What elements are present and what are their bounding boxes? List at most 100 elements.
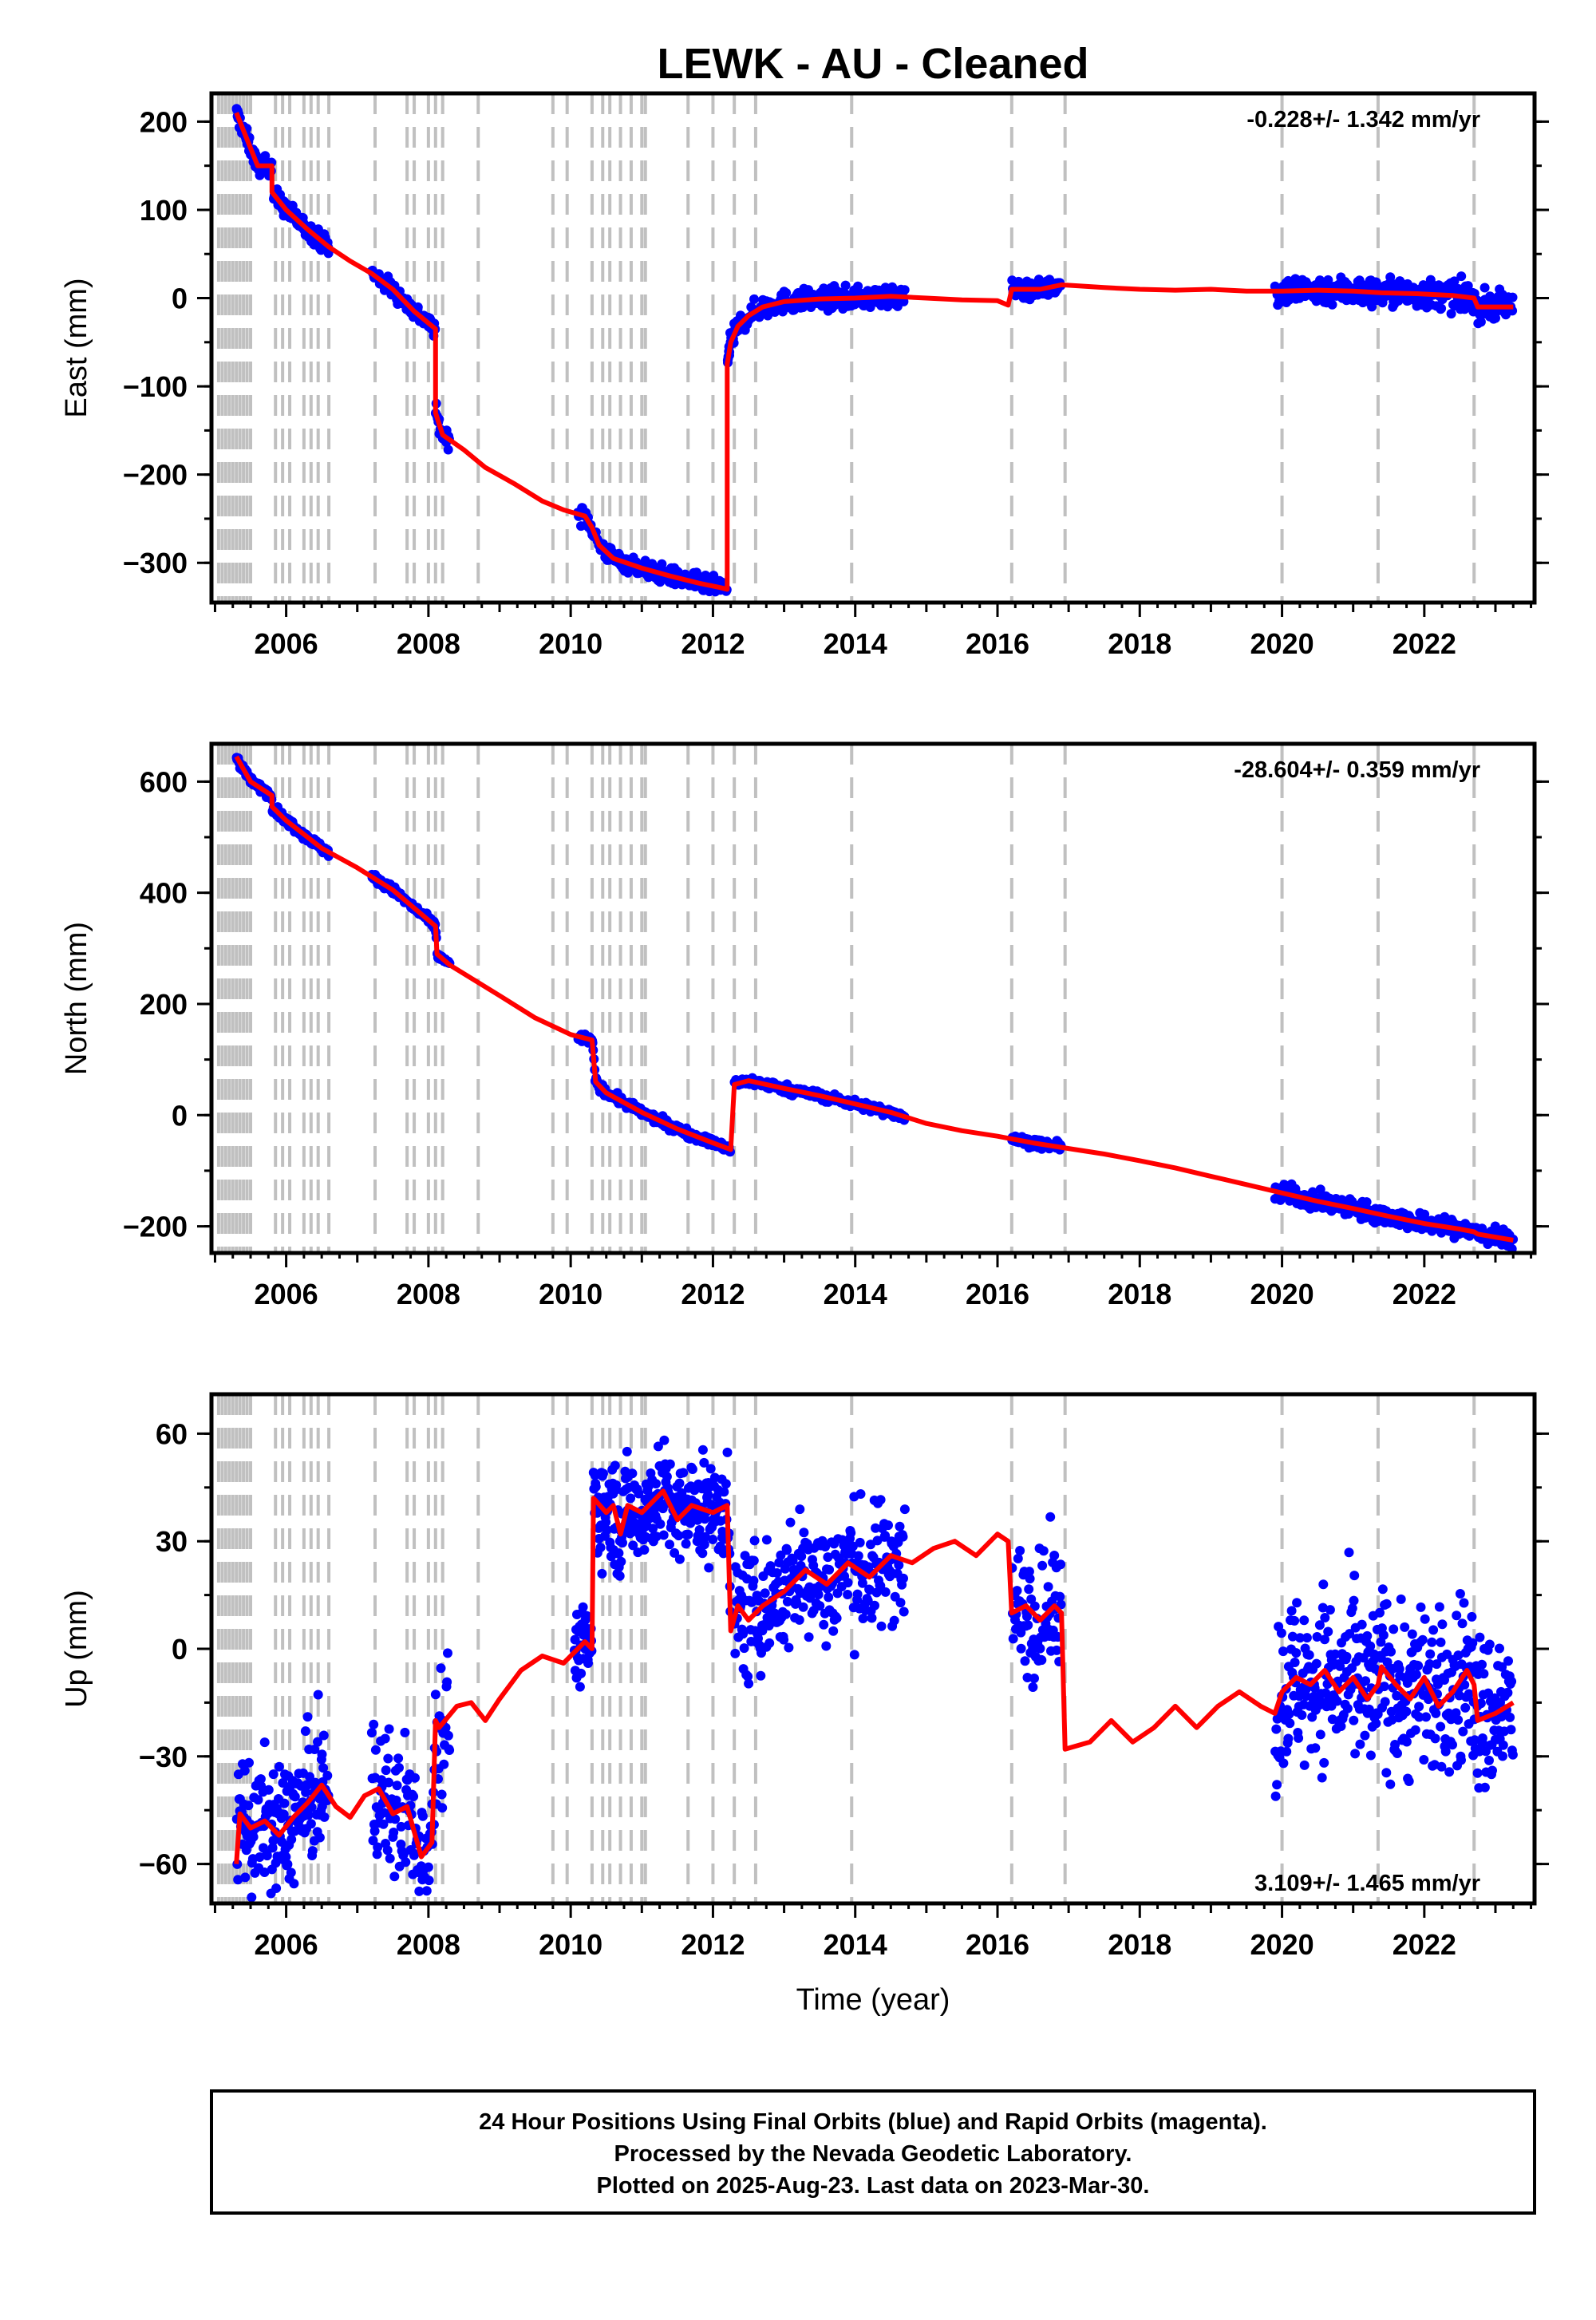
observation-point [843,1578,853,1588]
observation-point [1360,1730,1370,1741]
observation-point [899,285,910,295]
observation-point [1045,1512,1056,1522]
observation-point [1449,276,1460,287]
y-tick-label: −100 [123,370,188,403]
observation-point [1024,1584,1034,1595]
observation-point [1407,1629,1417,1639]
observation-point [1013,1553,1023,1563]
observation-point [1437,1619,1448,1630]
observation-point [1503,1656,1513,1666]
observation-point [1278,1758,1289,1769]
observation-point [1452,1611,1462,1621]
observation-point [442,1677,452,1687]
observation-point [373,1842,383,1852]
observation-point [1404,1777,1414,1786]
observation-point [583,1658,593,1668]
x-tick-label: 2010 [539,627,602,660]
observation-point [1421,1712,1431,1722]
observation-point [396,1821,406,1832]
observation-point [248,1832,259,1842]
observation-point [740,1551,750,1561]
observation-point [821,1641,832,1651]
x-tick-label: 2010 [539,1278,602,1310]
observation-point [400,1727,410,1737]
observation-point [1477,1733,1487,1743]
observation-point [853,281,863,291]
x-tick-label: 2022 [1393,1928,1456,1961]
observation-point [1436,1761,1447,1772]
observation-point [1320,1634,1329,1645]
observation-point [277,1837,287,1847]
observation-point [278,1778,288,1788]
observation-point [1365,1750,1376,1761]
observation-point [780,1609,791,1619]
observation-point [1345,1629,1355,1639]
observation-point [785,1517,796,1528]
observation-point [1424,1659,1435,1669]
observation-point [1365,1641,1376,1651]
observation-point [1272,1780,1282,1790]
x-tick-label: 2014 [824,1928,887,1961]
observation-point [1290,1615,1300,1626]
observation-point [575,1682,585,1692]
observation-point [681,1539,691,1549]
observation-point [739,1643,749,1654]
observation-point [267,1843,278,1853]
observation-point [259,1867,270,1877]
observation-point [1028,1682,1038,1692]
observation-point [1361,1676,1371,1686]
observation-point [657,559,667,569]
observation-point [1025,1574,1035,1584]
observation-point [1299,1760,1310,1770]
observation-point [318,1763,329,1773]
x-tick-label: 2008 [397,1928,460,1961]
observation-point [239,1765,250,1776]
observation-point [846,1528,856,1538]
x-tick-label: 2018 [1108,627,1171,660]
y-tick-label: −200 [123,1211,188,1243]
observation-point [658,1530,669,1540]
observation-point [899,1504,910,1515]
y-axis-label: North (mm) [60,922,93,1075]
observation-point [1458,1726,1468,1737]
observation-point [271,1883,282,1893]
rate-label: 3.109+/- 1.465 mm/yr [1254,1871,1480,1896]
observation-point [1385,272,1396,283]
observation-point [1459,1598,1469,1608]
observation-point [719,1487,729,1497]
observation-point [743,1671,753,1682]
observation-point [1479,1669,1489,1679]
observation-point [1278,1646,1288,1657]
observation-point [1410,1725,1420,1735]
observation-point [1037,1655,1047,1666]
observation-point [302,1712,313,1722]
x-tick-label: 2016 [966,1278,1029,1310]
observation-point [300,1726,310,1737]
observation-point [233,1908,243,1918]
observation-point [738,1629,749,1639]
observation-point [1468,1638,1478,1648]
observation-point [769,1608,780,1618]
observation-point [1507,292,1518,302]
observation-point [314,1832,325,1843]
observation-point [414,1886,425,1896]
observation-point [578,1602,588,1612]
observation-point [782,1596,792,1607]
observation-point [648,1524,658,1534]
observation-point [749,1535,760,1546]
observation-point [1503,1688,1513,1698]
observation-points [231,104,1518,597]
observation-point [1424,1694,1433,1705]
observation-point [1332,1696,1342,1706]
observation-point [840,280,851,290]
observation-point [439,1759,449,1769]
observation-point [1055,1591,1065,1602]
observation-point [722,1447,733,1457]
model-line [234,1488,1515,1864]
observation-point [1299,1615,1310,1626]
observation-point [1507,1676,1517,1686]
observation-point [437,1803,448,1813]
observation-point [651,1479,661,1489]
